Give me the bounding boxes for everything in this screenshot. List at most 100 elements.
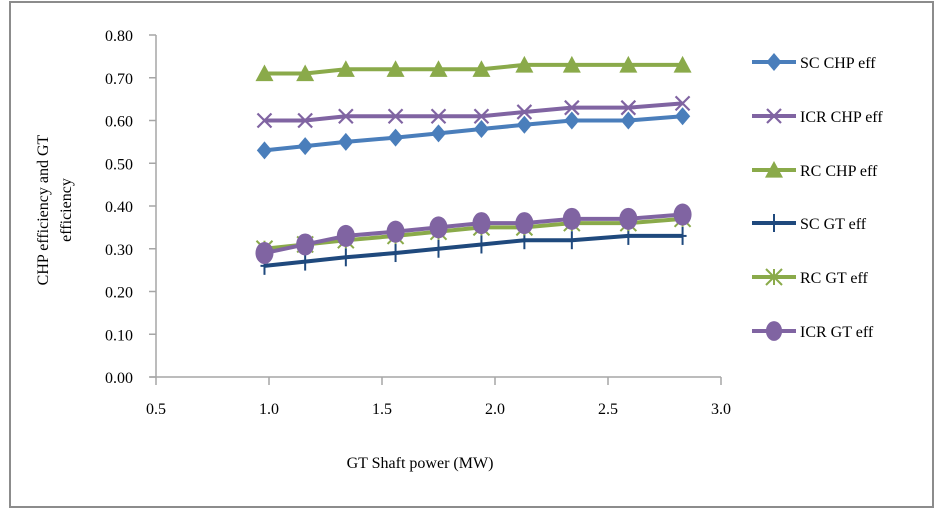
legend-marker-icon [770,214,778,232]
series-sc-chp-eff [256,107,691,160]
data-point [296,64,315,82]
y-ticks: 0.00 0.10 0.20 0.30 0.40 0.50 0.60 0.70 0.80 [105,28,156,387]
data-point [255,242,274,265]
series-layer [255,55,692,275]
legend-item: RC GT eff [752,268,869,287]
data-point [619,207,638,230]
legend-marker-icon [765,161,783,178]
data-point [429,216,448,239]
y-axis-title-line-2: efficiency [58,178,75,242]
series-line [264,62,683,76]
star-stroke [773,268,783,278]
legend-label: RC CHP eff [800,163,878,180]
data-point [515,212,534,235]
y-tick-label: 0.50 [105,156,133,173]
axes [150,35,721,378]
data-point [297,137,313,156]
legend-label: ICR CHP eff [800,109,883,126]
star-stroke [773,276,783,286]
x-stroke [766,108,782,124]
y-tick-label: 0.40 [105,199,133,216]
data-point [516,115,533,134]
data-point [562,207,581,230]
data-point [472,212,491,235]
x-tick-label: 1.0 [259,401,279,418]
legend-label: ICR GT eff [800,324,874,341]
x-stroke [516,104,533,120]
y-tick-label: 0.60 [105,114,133,131]
series-line [264,212,683,255]
star-stroke [765,276,775,286]
legend-label: SC GT eff [800,216,867,233]
x-stroke [387,108,404,125]
data-point [564,99,580,116]
data-point [434,239,443,258]
data-point [386,220,405,243]
data-point [620,99,637,116]
x-stroke [620,99,637,116]
x-tick-label: 2.0 [485,401,505,418]
data-point [673,55,692,73]
y-tick-label: 0.20 [105,285,133,302]
data-point [386,60,405,77]
series-rc-chp-eff [255,55,692,82]
data-point [562,55,581,73]
data-point [678,226,687,245]
y-tick-label: 0.30 [105,242,133,259]
x-stroke [256,112,273,129]
series-icr-gt-eff [255,203,692,265]
legend-item: SC CHP eff [752,53,876,72]
legend: SC CHP eff ICR CHP eff RC CHP eff SC GT eff… [752,53,883,341]
x-tick-label: 1.5 [372,401,392,418]
chart-frame [9,1,934,508]
legend-item: RC CHP eff [752,161,878,180]
data-point [515,55,534,73]
y-tick-label: 0.10 [105,327,133,344]
legend-item: SC GT eff [752,214,867,233]
data-point [387,108,404,125]
legend-marker-icon [766,108,782,124]
data-point [674,107,691,126]
data-point [336,60,355,77]
y-tick-label: 0.80 [105,28,133,45]
legend-marker-icon [765,321,783,341]
legend-item: ICR CHP eff [752,108,883,126]
x-stroke [674,95,691,112]
data-point [473,108,490,125]
legend-marker-icon [765,268,783,286]
x-stroke [564,99,580,116]
legend-item: ICR GT eff [752,321,874,341]
data-point [391,244,400,263]
data-point [255,64,274,82]
x-stroke [297,112,313,129]
series-line [264,233,683,268]
data-point [387,128,404,147]
data-point [472,60,491,77]
data-point [430,108,447,125]
data-point [338,108,354,125]
star-stroke [765,268,775,278]
x-stroke [338,108,354,125]
data-point [341,248,350,267]
x-tick-label: 2.5 [598,401,618,418]
legend-marker-icon [766,53,782,71]
data-point [430,124,447,143]
data-point [473,120,490,139]
data-point [567,231,576,250]
y-tick-label: 0.00 [105,370,133,387]
data-point [673,203,692,226]
series-line [264,114,683,153]
x-axis-title: GT Shaft power (MW) [347,455,494,472]
legend-label: RC GT eff [800,270,869,287]
data-point [336,224,355,247]
y-axis-title-line-1: CHP efficiency and GT [35,134,52,285]
x-tick-label: 0.5 [146,401,166,418]
x-stroke [430,108,447,125]
data-point [296,233,315,256]
data-point [619,55,638,73]
data-point [674,95,691,112]
data-point [477,235,486,254]
data-point [429,60,448,77]
data-point [516,104,533,120]
